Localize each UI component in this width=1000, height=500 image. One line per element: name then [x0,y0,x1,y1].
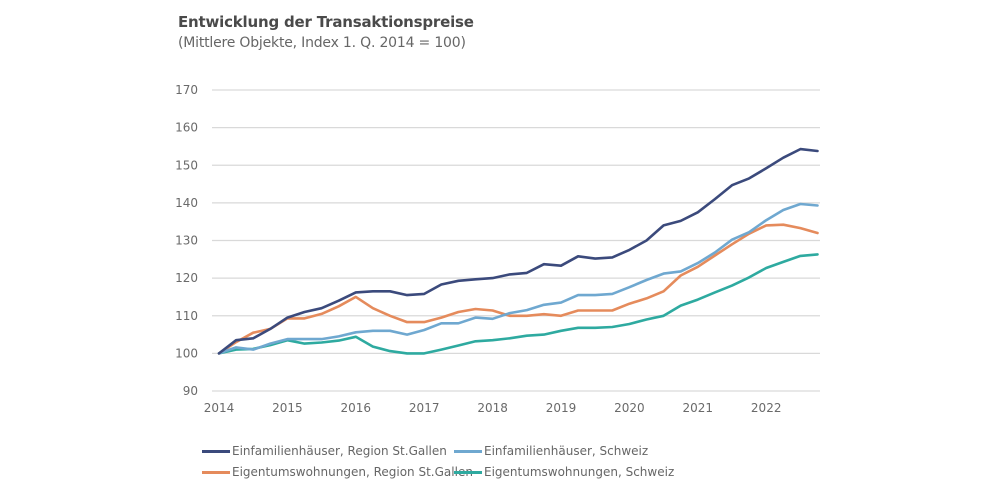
x-tick-label: 2020 [614,401,645,415]
legend-label-efh-stgallen: Einfamilienhäuser, Region St.Gallen [232,444,447,458]
y-tick-label: 150 [175,158,198,172]
chart-title: Entwicklung der Transaktionspreise [178,13,474,31]
x-tick-label: 2015 [272,401,303,415]
y-tick-label: 140 [175,196,198,210]
y-tick-label: 90 [183,384,198,398]
legend-label-efh-schweiz: Einfamilienhäuser, Schweiz [484,444,649,458]
x-tick-label: 2022 [751,401,782,415]
series-line-0 [217,147,819,355]
series-line-2 [217,223,819,355]
x-tick-label: 2017 [409,401,440,415]
legend-swatch-etw-schweiz [454,470,482,474]
chart-subtitle: (Mittlere Objekte, Index 1. Q. 2014 = 10… [178,35,466,51]
legend-item-efh-schweiz: Einfamilienhäuser, Schweiz [454,444,648,458]
y-tick-label: 130 [175,234,198,248]
series-lines [217,147,819,355]
y-tick-label: 160 [175,121,198,135]
legend-item-efh-stgallen: Einfamilienhäuser, Region St.Gallen [202,444,447,458]
series-line-3 [217,253,819,355]
legend-swatch-etw-stgallen [202,470,230,474]
legend-item-etw-schweiz: Eigentumswohnungen, Schweiz [454,465,674,479]
x-tick-label: 2016 [341,401,372,415]
x-tick-label: 2019 [546,401,577,415]
y-tick-label: 100 [175,346,198,360]
x-axis-ticks: 2014 2015 2016 2017 2018 2019 2020 2021 2022 [204,401,782,415]
x-tick-label: 2018 [477,401,508,415]
y-tick-label: 170 [175,83,198,97]
x-tick-label: 2014 [204,401,235,415]
legend-item-etw-stgallen: Eigentumswohnungen, Region St.Gallen [202,465,473,479]
y-tick-label: 120 [175,271,198,285]
series-line-1 [217,202,819,355]
legend-swatch-efh-stgallen [202,449,230,453]
y-axis-ticks: 90 100 110 120 130 140 150 160 170 [175,83,198,398]
legend-label-etw-schweiz: Eigentumswohnungen, Schweiz [484,465,675,479]
legend-swatch-efh-schweiz [454,449,482,453]
legend-label-etw-stgallen: Eigentumswohnungen, Region St.Gallen [232,465,473,479]
y-tick-label: 110 [175,309,198,323]
x-tick-label: 2021 [683,401,714,415]
